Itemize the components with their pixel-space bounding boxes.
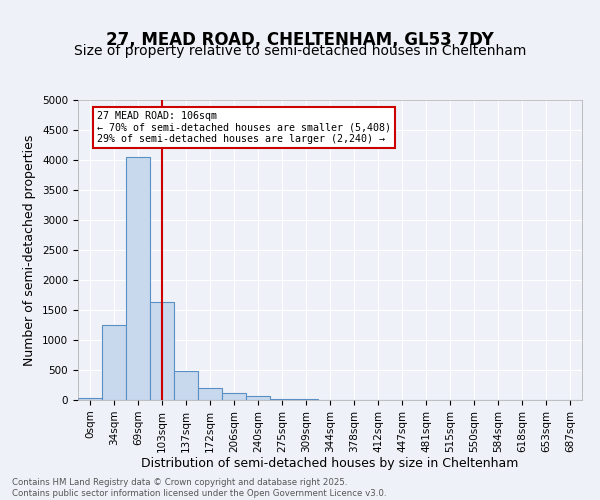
Bar: [150, 302, 174, 400]
Text: 27, MEAD ROAD, CHELTENHAM, GL53 7DY: 27, MEAD ROAD, CHELTENHAM, GL53 7DY: [106, 31, 494, 49]
Text: 27 MEAD ROAD: 106sqm
← 70% of semi-detached houses are smaller (5,408)
29% of se: 27 MEAD ROAD: 106sqm ← 70% of semi-detac…: [97, 111, 391, 144]
Bar: [270, 398, 294, 400]
Y-axis label: Number of semi-detached properties: Number of semi-detached properties: [23, 134, 37, 366]
X-axis label: Distribution of semi-detached houses by size in Cheltenham: Distribution of semi-detached houses by …: [142, 458, 518, 470]
Bar: [102, 325, 126, 400]
Bar: [198, 388, 222, 400]
Bar: [174, 371, 198, 400]
Text: Size of property relative to semi-detached houses in Cheltenham: Size of property relative to semi-detach…: [74, 44, 526, 58]
Bar: [126, 157, 150, 400]
Bar: [78, 398, 102, 400]
Text: Contains HM Land Registry data © Crown copyright and database right 2025.
Contai: Contains HM Land Registry data © Crown c…: [12, 478, 386, 498]
Bar: [222, 394, 246, 400]
Bar: [246, 396, 270, 400]
